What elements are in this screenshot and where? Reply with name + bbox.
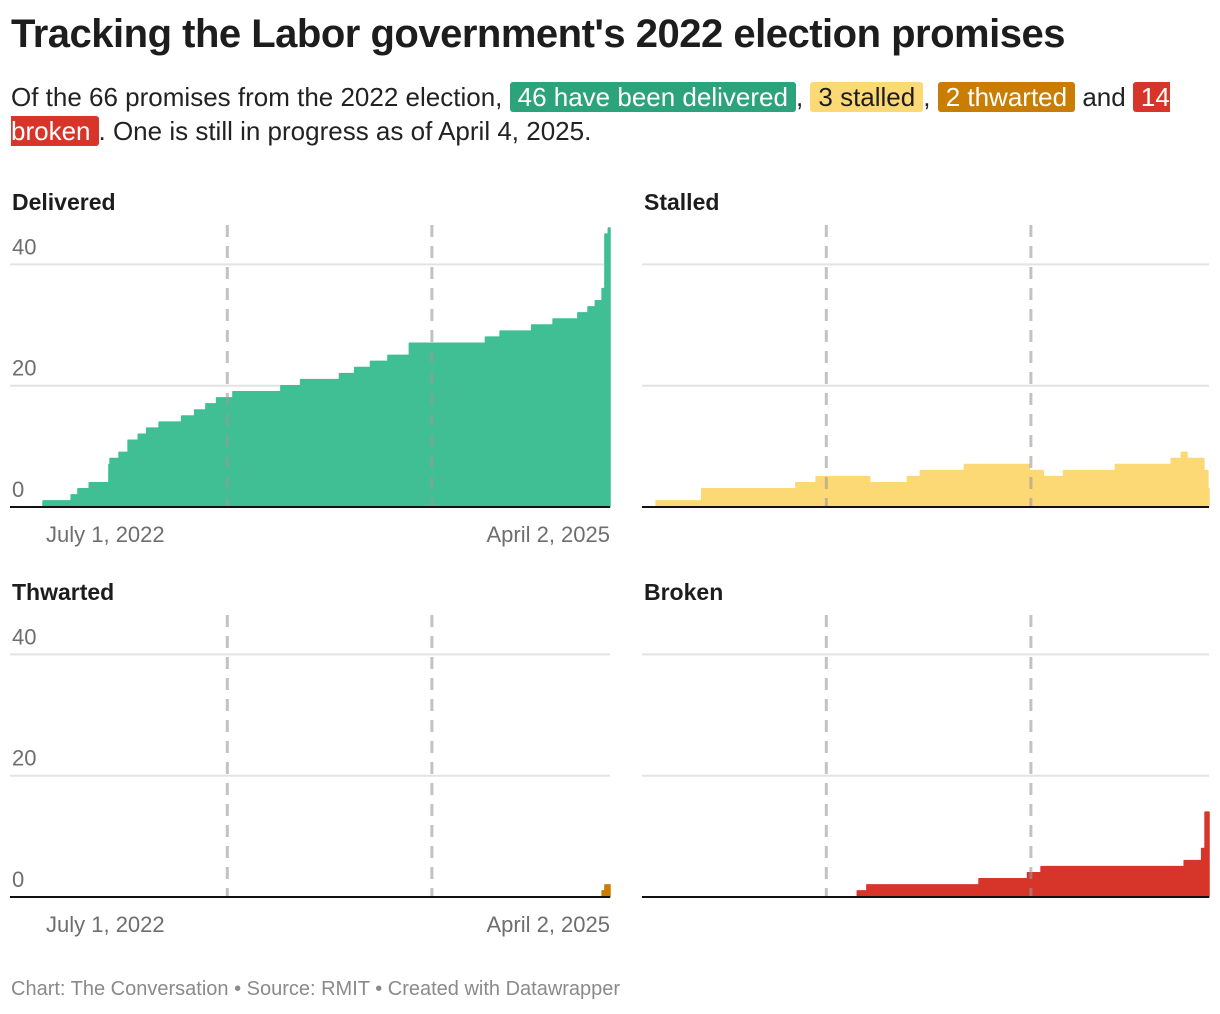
subtitle-separator: , [923, 82, 938, 112]
stalled-chart [641, 225, 1210, 508]
subtitle-and: and [1075, 82, 1133, 112]
thwarted-badge: 2 thwarted [937, 82, 1076, 112]
x-tick-label-start: July 1, 2022 [46, 912, 165, 937]
delivered-badge: 46 have been delivered [509, 82, 796, 112]
x-tick-label-end: April 2, 2025 [486, 912, 610, 937]
delivered-area-series [42, 227, 611, 508]
y-tick-label: 20 [12, 356, 36, 381]
thwarted-chart: 0 20 40 July 1, 2022 April 2, 2025 [10, 615, 611, 937]
panel-title-delivered: Delivered [12, 189, 116, 215]
panel-title-stalled: Stalled [644, 189, 720, 215]
delivered-chart: 0 20 40 July 1, 2022 April 2, 2025 [10, 225, 611, 547]
broken-area-series [856, 811, 1210, 898]
panel-title-broken: Broken [644, 579, 724, 605]
chart-title: Tracking the Labor government's 2022 ele… [11, 12, 1065, 56]
y-tick-label: 20 [12, 746, 36, 771]
subtitle-separator: , [795, 82, 811, 112]
y-tick-label: 0 [12, 477, 24, 502]
stalled-area-series [641, 451, 1210, 508]
broken-chart [642, 615, 1210, 898]
y-tick-label: 0 [12, 867, 24, 892]
x-tick-label-start: July 1, 2022 [46, 522, 165, 547]
x-tick-label-end: April 2, 2025 [486, 522, 610, 547]
stalled-badge: 3 stalled [810, 82, 924, 112]
subtitle-outro: . One is still in progress as of April 4… [98, 116, 592, 146]
chart-subtitle: Of the 66 promises from the 2022 electio… [11, 80, 1211, 148]
chart-footer: Chart: The Conversation • Source: RMIT •… [11, 978, 621, 1000]
y-tick-label: 40 [12, 234, 36, 259]
y-tick-label: 40 [12, 624, 36, 649]
subtitle-intro: Of the 66 promises from the 2022 electio… [11, 82, 510, 112]
thwarted-area-series [601, 884, 611, 898]
panel-title-thwarted: Thwarted [12, 579, 115, 605]
